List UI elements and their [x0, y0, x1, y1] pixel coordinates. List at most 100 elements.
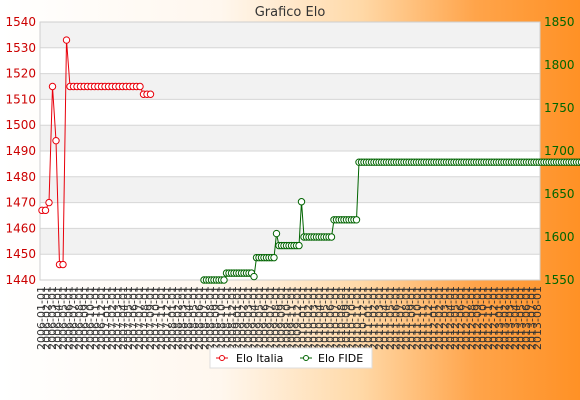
- x-tick-label: 2006-07-01: [68, 286, 81, 350]
- x-tick-label: 2008-06-01: [193, 286, 206, 350]
- y-left-tick-label: 1450: [5, 247, 36, 261]
- series-1-point[interactable]: [250, 272, 258, 281]
- x-tick-label: 2010-03-01: [308, 286, 321, 350]
- series-0-point[interactable]: [41, 206, 50, 215]
- series-1-point[interactable]: [352, 216, 361, 224]
- x-tick-label: 2011-06-01: [389, 286, 402, 350]
- x-tick-label: 2011-02-01: [367, 286, 380, 350]
- y-left-tick-label: 1520: [5, 67, 36, 81]
- x-tick-label: 2013-05-01: [515, 286, 528, 350]
- x-tick-label: 2013-06-01: [520, 286, 533, 350]
- x-tick-label: 2008-03-01: [177, 286, 190, 350]
- series-1-point[interactable]: [270, 253, 278, 262]
- x-tick-label: 2012-09-01: [471, 286, 484, 350]
- legend-fide-marker: [303, 355, 309, 361]
- x-tick-label: 2006-08-01: [73, 286, 86, 350]
- series-0-point[interactable]: [62, 36, 71, 44]
- x-tick-label: 2013-08-01: [531, 286, 544, 350]
- x-tick-label: 2008-04-01: [182, 286, 195, 350]
- y-right-tick-label: 1650: [544, 187, 575, 201]
- x-tick-label: 2008-09-01: [209, 286, 222, 350]
- x-tick-label: 2012-02-01: [433, 286, 446, 350]
- x-tick-label: 2010-11-01: [351, 286, 364, 350]
- x-tick-label: 2007-01-01: [100, 286, 113, 350]
- legend[interactable]: Elo Italia Elo FIDE: [209, 347, 373, 369]
- grid-band: [40, 228, 540, 255]
- y-left-tick-label: 1510: [5, 92, 36, 106]
- series-0-point[interactable]: [136, 82, 144, 91]
- x-tick-label: 2008-10-01: [215, 286, 228, 350]
- x-tick-label: 2013-01-01: [493, 286, 506, 350]
- series-0-point[interactable]: [52, 136, 60, 145]
- x-tick-label: 2011-04-01: [378, 286, 391, 350]
- x-tick-label: 2007-06-01: [128, 286, 141, 350]
- x-tick-label: 2008-08-01: [204, 286, 217, 350]
- y-left-tick-label: 1440: [5, 273, 36, 287]
- x-tick-label: 2007-09-01: [144, 286, 157, 350]
- series-1-point[interactable]: [295, 241, 303, 250]
- x-tick-label: 2007-10-01: [149, 286, 162, 350]
- x-tick-label: 2009-02-01: [237, 286, 250, 350]
- x-tick-label: 2009-09-01: [275, 286, 288, 350]
- x-tick-label: 2009-11-01: [286, 286, 299, 350]
- x-tick-label: 2010-08-01: [335, 286, 348, 350]
- series-0-point[interactable]: [59, 260, 67, 269]
- x-tick-label: 2013-07-01: [526, 286, 539, 350]
- x-tick-label: 2009-06-01: [258, 286, 271, 350]
- x-tick-label: 2010-09-01: [340, 286, 353, 350]
- legend-italia-marker: [219, 355, 225, 361]
- grid-band: [40, 47, 540, 74]
- x-tick-label: 2010-05-01: [318, 286, 331, 350]
- x-tick-label: 2013-02-01: [498, 286, 511, 350]
- y-right-tick-label: 1600: [544, 230, 575, 244]
- x-tick-label: 2012-05-01: [449, 286, 462, 350]
- x-tick-label: 2013-04-01: [509, 286, 522, 350]
- plot-border: [39, 21, 541, 281]
- y-left-tick-label: 1490: [5, 144, 36, 158]
- grid-bands: [40, 22, 540, 280]
- x-tick-label: 2012-06-01: [455, 286, 468, 350]
- series-1-point[interactable]: [327, 233, 336, 241]
- x-tick-label: 2009-10-01: [280, 286, 293, 350]
- x-tick-label: 2012-01-01: [427, 286, 440, 350]
- x-tick-label: 2012-04-01: [444, 286, 457, 350]
- x-tick-label: 2013-03-01: [504, 286, 517, 350]
- series-1-point[interactable]: [272, 229, 281, 238]
- x-tick-label: 2006-04-01: [51, 286, 64, 350]
- series-0-point[interactable]: [146, 90, 155, 98]
- x-tick-label: 2009-01-01: [231, 286, 244, 350]
- x-tick-label: 2008-12-01: [226, 286, 239, 350]
- x-tick-label: 2012-11-01: [482, 286, 495, 350]
- x-tick-label: 2011-12-01: [422, 286, 435, 350]
- chart-title: Grafico Elo: [255, 5, 326, 20]
- series-0-point[interactable]: [45, 198, 53, 207]
- series-1-point[interactable]: [220, 276, 228, 284]
- x-tick-label: 2006-12-01: [95, 286, 108, 350]
- x-tick-label: 2006-05-01: [57, 286, 70, 350]
- series-1-point[interactable]: [297, 198, 306, 206]
- x-tick-label: 2007-12-01: [160, 286, 173, 350]
- series-0-point[interactable]: [48, 82, 57, 91]
- x-tick-label: 2012-12-01: [487, 286, 500, 350]
- y-left-tick-label: 1530: [5, 41, 36, 55]
- x-tick-label: 2009-03-01: [242, 286, 255, 350]
- x-tick-label: 2012-10-01: [476, 286, 489, 350]
- x-tick-label: 2011-09-01: [406, 286, 419, 350]
- y-right-tick-label: 1850: [544, 15, 575, 29]
- x-tick-label: 2010-12-01: [357, 286, 370, 350]
- x-tick-label: 2010-06-01: [324, 286, 337, 350]
- x-tick-label: 2012-03-01: [438, 286, 451, 350]
- x-tick-label: 2012-07-01: [460, 286, 473, 350]
- y-left-tick-label: 1500: [5, 118, 36, 132]
- x-tick-label: 2010-01-01: [297, 286, 310, 350]
- x-tick-label: 2007-05-01: [122, 286, 135, 350]
- x-tick-label: 2011-08-01: [400, 286, 413, 350]
- x-tick-label: 2010-02-01: [302, 286, 315, 350]
- x-tick-label: 2006-11-01: [90, 286, 103, 350]
- x-tick-label: 2008-01-01: [166, 286, 179, 350]
- y-left-tick-label: 1540: [5, 15, 36, 29]
- y-left-tick-label: 1470: [5, 196, 36, 210]
- x-tick-label: 2012-08-01: [466, 286, 479, 350]
